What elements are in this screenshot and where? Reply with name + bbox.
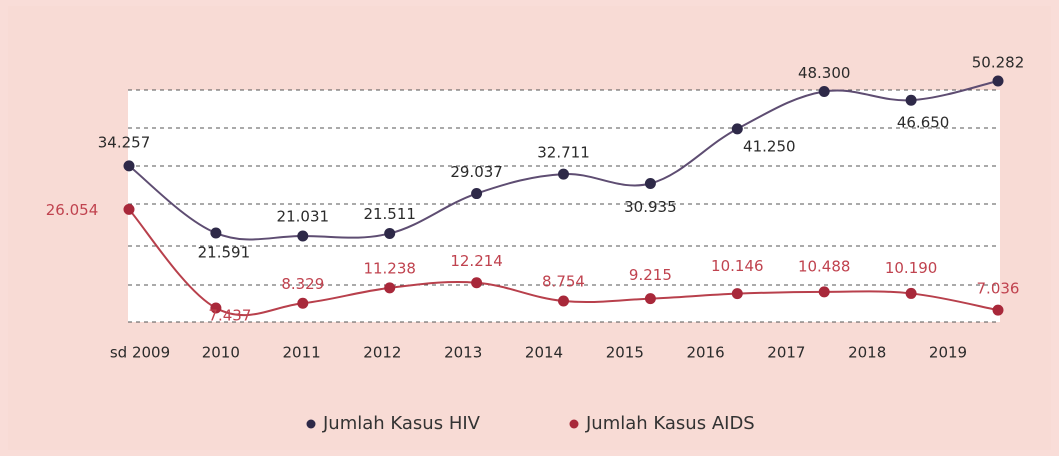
point: [123, 203, 135, 215]
x-tick-label: 2016: [687, 344, 725, 362]
guide-lines: [128, 89, 1000, 323]
data-label: 30.935: [624, 198, 677, 216]
data-label: 50.282: [972, 53, 1025, 71]
data-label: 7.437: [208, 307, 251, 325]
data-label: 46.650: [897, 114, 950, 132]
data-label: 9.215: [629, 266, 672, 284]
point: [123, 160, 135, 172]
point: [905, 94, 917, 106]
data-label: 41.250: [743, 137, 796, 155]
x-tick-label: 2012: [363, 344, 401, 362]
point: [992, 75, 1004, 87]
x-tick-label: 2018: [848, 344, 886, 362]
point: [558, 295, 569, 307]
data-label: 21.591: [198, 244, 251, 262]
point: [644, 177, 656, 189]
data-label: 10.488: [798, 257, 851, 275]
point: [731, 123, 743, 135]
point: [210, 302, 222, 314]
point: [384, 282, 396, 294]
data-label: 7.036: [977, 280, 1020, 298]
data-label: 29.037: [450, 163, 503, 181]
data-label: 8.754: [542, 273, 585, 291]
legend-label: Jumlah Kasus HIV: [322, 413, 481, 434]
x-tick-label: sd 2009: [110, 344, 170, 362]
point: [818, 85, 830, 97]
point: [384, 227, 396, 239]
x-tick-label: 2010: [202, 344, 240, 362]
point: [818, 286, 830, 298]
data-label: 10.146: [711, 257, 764, 275]
data-label: 21.511: [363, 205, 416, 223]
point: [210, 227, 222, 239]
point: [297, 230, 309, 242]
x-tick-label: 2014: [525, 344, 563, 362]
x-tick-label: 2011: [283, 344, 321, 362]
data-label: 48.300: [798, 64, 851, 82]
x-tick-label: 2017: [767, 344, 805, 362]
x-tick-label: 2015: [606, 344, 644, 362]
legend-marker: [569, 419, 579, 429]
data-label: 21.031: [277, 207, 330, 225]
x-tick-label: 2019: [929, 344, 967, 362]
point: [558, 168, 569, 180]
point: [471, 188, 483, 200]
point: [731, 288, 743, 300]
data-label: 12.214: [450, 252, 503, 270]
point: [992, 304, 1004, 316]
legend-marker: [306, 419, 316, 429]
plot-area: [128, 90, 1000, 322]
data-label: 34.257: [98, 133, 151, 151]
point: [644, 293, 656, 305]
data-label: 26.054: [46, 201, 99, 219]
point: [905, 287, 917, 299]
x-tick-label: 2013: [444, 344, 482, 362]
point: [297, 297, 309, 309]
data-label: 10.190: [885, 259, 938, 277]
legend-label: Jumlah Kasus AIDS: [585, 413, 755, 434]
data-label: 32.711: [537, 144, 590, 162]
data-label: 11.238: [363, 259, 416, 277]
data-label: 8.329: [281, 275, 324, 293]
point: [471, 277, 483, 289]
